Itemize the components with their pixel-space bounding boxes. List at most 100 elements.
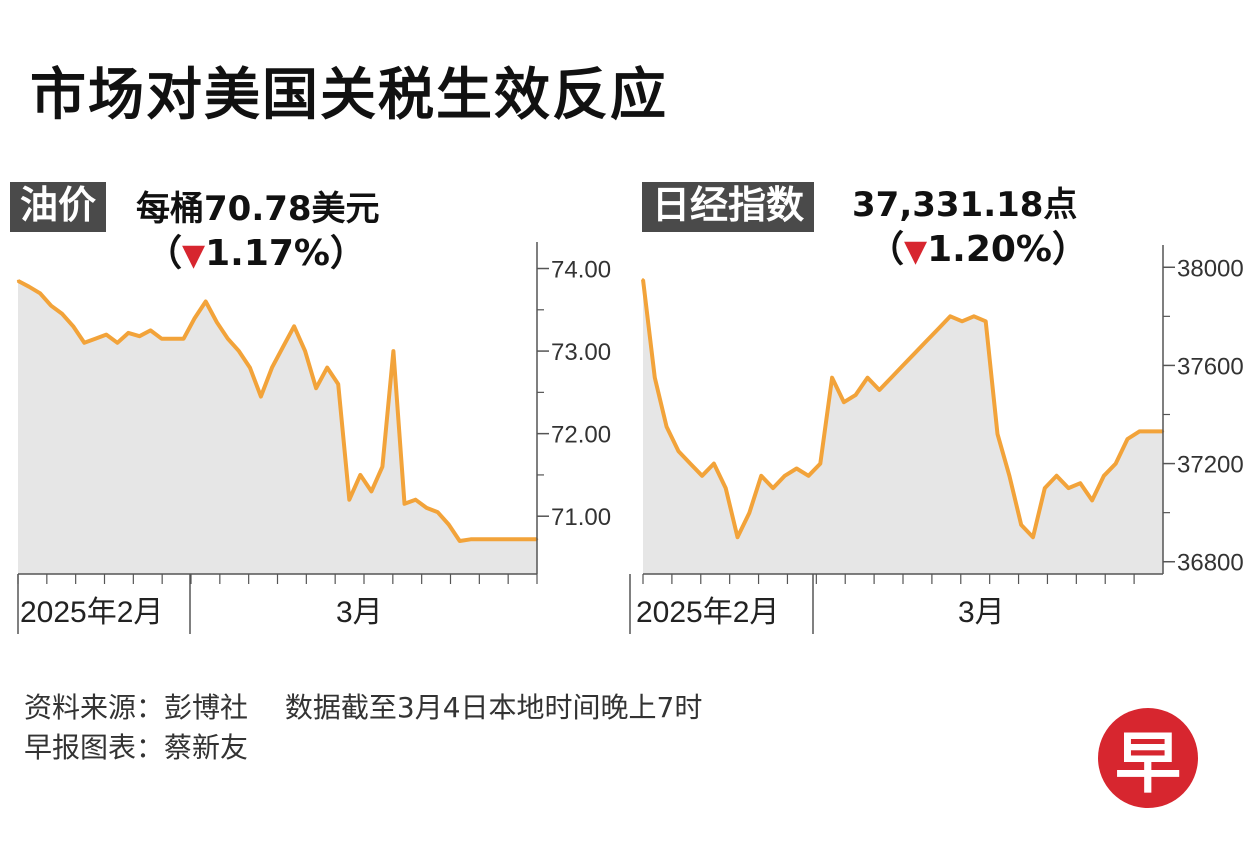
y-tick-label: 36800: [1177, 550, 1244, 577]
data-point: [890, 376, 893, 379]
area-fill: [18, 280, 537, 574]
data-point: [795, 467, 798, 470]
data-point: [226, 337, 229, 340]
data-point: [1090, 499, 1094, 502]
data-point: [94, 337, 97, 340]
nikkei-change-value: 1.20%: [927, 229, 1052, 270]
data-point: [866, 376, 869, 379]
data-point: [348, 498, 351, 501]
data-point: [1008, 474, 1011, 477]
data-point: [830, 376, 834, 379]
y-tick-label: 72.00: [551, 422, 611, 449]
data-point: [665, 425, 668, 428]
data-point: [259, 395, 263, 398]
data-point: [842, 401, 846, 404]
nikkei-headline: 37,331.18点: [852, 185, 1078, 225]
data-point: [1102, 474, 1106, 477]
nikkei-label: 日经指数: [642, 182, 815, 232]
data-point: [458, 539, 461, 543]
logo-text: 早: [1115, 725, 1181, 802]
data-point: [160, 337, 163, 340]
data-point: [392, 349, 395, 353]
source-note: 资料来源：彭博社 数据截至3月4日本地时间晚上7时: [24, 691, 703, 724]
data-point: [748, 511, 751, 514]
data-point: [1031, 536, 1035, 539]
data-point: [760, 474, 763, 477]
data-point: [736, 536, 739, 539]
data-point: [1126, 437, 1129, 441]
area-fill: [643, 279, 1163, 574]
data-point: [105, 333, 108, 336]
data-point: [960, 320, 964, 323]
data-point: [901, 364, 905, 367]
data-point: [937, 327, 940, 330]
data-point: [381, 465, 384, 468]
x-tick-label: 3月: [336, 596, 383, 629]
nikkei-change-prefix: （: [868, 229, 905, 270]
data-point: [771, 486, 775, 490]
data-point: [425, 506, 428, 510]
data-point: [193, 316, 196, 320]
data-point: [513, 538, 517, 541]
data-point: [149, 329, 152, 332]
data-point: [1150, 430, 1153, 433]
data-point: [414, 498, 417, 501]
data-point: [281, 345, 285, 349]
oil-price-headline: 每桶70.78美元: [136, 189, 380, 229]
data-point: [127, 331, 130, 335]
data-point: [1020, 523, 1023, 527]
page-title: 市场对美国关税生效反应: [30, 63, 668, 128]
oil-change-suffix: ）: [330, 233, 367, 274]
data-point: [1138, 430, 1141, 433]
data-point: [653, 376, 656, 379]
data-point: [182, 337, 185, 340]
series-line: [17, 279, 537, 543]
data-point: [326, 366, 329, 369]
nikkei-change: （▼1.20%）: [868, 232, 1088, 268]
y-tick-label: 37600: [1177, 353, 1244, 380]
data-point: [171, 337, 174, 340]
data-point: [1114, 462, 1117, 465]
data-point: [783, 474, 786, 477]
x-tick-label: 3月: [958, 596, 1005, 629]
data-point: [72, 325, 75, 328]
oil-change-prefix: （: [146, 233, 183, 274]
data-point: [403, 502, 406, 505]
data-point: [819, 462, 822, 465]
data-point: [689, 462, 692, 465]
data-point: [700, 474, 704, 477]
y-tick-label: 73.00: [551, 339, 611, 366]
data-point: [878, 388, 881, 392]
oil-change: （▼1.17%）: [146, 236, 366, 272]
data-point: [491, 538, 494, 541]
data-point: [303, 349, 307, 353]
oil-chart: 74.00 73.00 72.00 71.00 2025年2月 3月: [16, 242, 611, 634]
data-point: [27, 285, 31, 288]
data-point: [337, 382, 340, 386]
data-point: [370, 490, 373, 493]
data-point: [116, 341, 119, 344]
data-point: [215, 321, 218, 324]
data-point: [16, 279, 20, 283]
data-point: [524, 538, 528, 541]
data-point: [138, 335, 141, 338]
data-point: [677, 450, 680, 453]
data-point: [469, 538, 472, 541]
data-point: [807, 474, 810, 477]
data-point: [447, 523, 450, 526]
nikkei-change-suffix: ）: [1052, 229, 1089, 270]
y-tick-label: 71.00: [551, 504, 611, 531]
data-point: [237, 349, 241, 353]
data-point: [248, 366, 252, 369]
x-tick-label: 2025年2月: [20, 596, 163, 629]
x-tick-label: 2025年2月: [636, 596, 779, 629]
data-point: [292, 325, 296, 328]
data-point: [502, 538, 506, 541]
y-tick-label: 38000: [1177, 255, 1244, 282]
data-point: [1067, 486, 1070, 490]
credit-note: 早报图表：蔡新友: [24, 731, 249, 764]
data-point: [972, 315, 976, 318]
data-point: [724, 486, 727, 490]
data-point: [1055, 474, 1058, 477]
